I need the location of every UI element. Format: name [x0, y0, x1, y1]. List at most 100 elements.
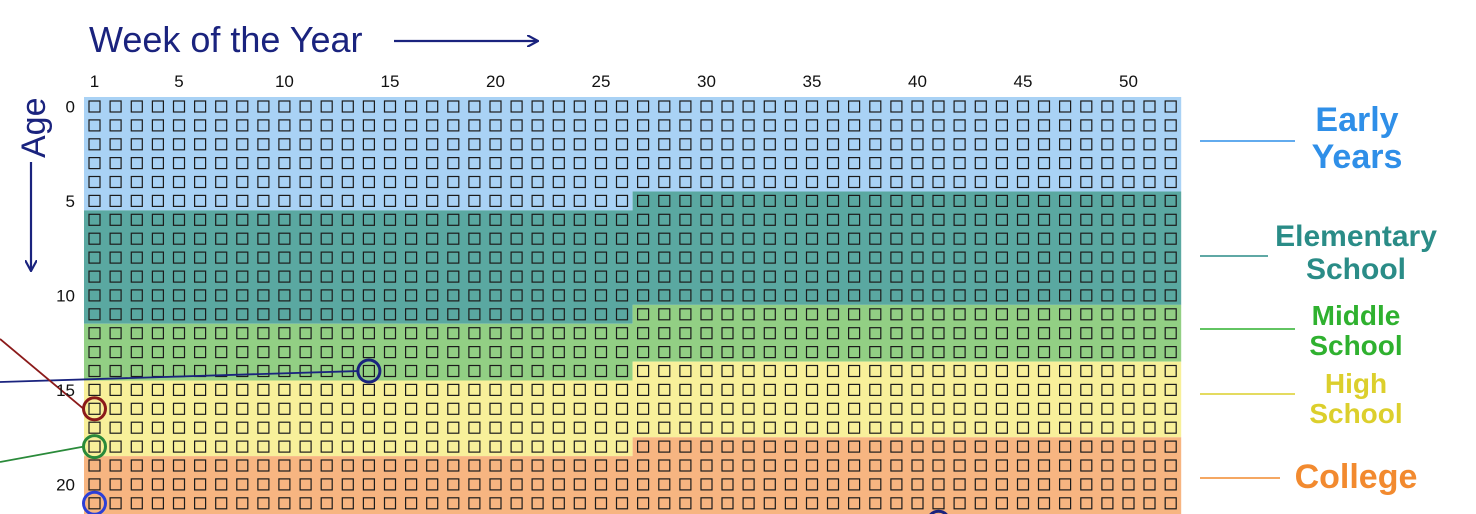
- stage-label-middle-line1: Middle: [1312, 300, 1401, 331]
- week-cell: [594, 327, 608, 340]
- week-cell: [109, 383, 122, 396]
- week-cell: [236, 251, 249, 264]
- week-cell: [953, 194, 966, 207]
- week-cell: [320, 478, 333, 491]
- week-cell: [974, 402, 987, 415]
- week-cell: [341, 232, 354, 245]
- week-cell: [130, 346, 143, 359]
- week-cell: [1016, 440, 1030, 453]
- week-cell: [257, 270, 270, 283]
- week-cell: [257, 251, 270, 264]
- week-cell: [953, 100, 966, 113]
- week-cell: [742, 421, 755, 434]
- week-cell: [1164, 364, 1177, 378]
- week-cell: [953, 346, 966, 359]
- week-cell: [826, 346, 840, 359]
- week-cell: [932, 459, 945, 472]
- week-cell: [721, 157, 734, 170]
- week-cell: [869, 289, 882, 302]
- week-cell: [151, 119, 164, 132]
- week-cell: [826, 402, 840, 415]
- week-cell: [679, 138, 692, 151]
- week-cell: [531, 421, 544, 434]
- week-cell: [257, 308, 270, 321]
- week-cell: [658, 100, 671, 113]
- week-cell: [869, 100, 882, 113]
- week-cell: [447, 346, 460, 359]
- week-cell: [552, 251, 565, 264]
- week-cell: [1037, 478, 1051, 491]
- week-cell: [1037, 213, 1051, 226]
- week-cell: [341, 308, 354, 321]
- week-cell: [700, 459, 713, 472]
- week-cell: [784, 402, 798, 415]
- week-cell: [362, 478, 375, 491]
- week-cell: [1058, 364, 1072, 378]
- week-cell: [405, 364, 418, 378]
- week-cell: [1143, 175, 1156, 189]
- week-cell: [742, 232, 755, 245]
- week-cell: [130, 213, 143, 226]
- week-cell: [636, 213, 650, 226]
- week-cell: [869, 364, 882, 378]
- week-grid: [88, 100, 1177, 510]
- week-cell: [594, 421, 608, 434]
- week-cell: [573, 138, 586, 151]
- week-cell: [615, 289, 629, 302]
- week-cell: [489, 383, 502, 396]
- week-cell: [447, 327, 460, 340]
- week-cell: [974, 383, 987, 396]
- week-cell: [679, 232, 692, 245]
- week-cell: [995, 421, 1009, 434]
- week-cell: [1058, 308, 1072, 321]
- week-cell: [278, 327, 291, 340]
- week-cell: [215, 383, 228, 396]
- week-cell: [426, 119, 439, 132]
- week-cell: [1143, 402, 1156, 415]
- week-cell: [510, 213, 523, 226]
- week-cell: [531, 478, 544, 491]
- week-cell: [636, 232, 650, 245]
- week-cell: [805, 194, 819, 207]
- week-cell: [236, 383, 249, 396]
- week-cell: [447, 402, 460, 415]
- week-cell: [636, 251, 650, 264]
- week-cell: [236, 346, 249, 359]
- week-cell: [130, 251, 143, 264]
- week-cell: [88, 194, 101, 207]
- week-cell: [1143, 194, 1156, 207]
- week-cell: [721, 100, 734, 113]
- week-cell: [552, 440, 565, 453]
- week-cell: [468, 402, 481, 415]
- week-cell: [594, 270, 608, 283]
- week-cell: [109, 194, 122, 207]
- week-cell: [320, 421, 333, 434]
- week-cell: [784, 100, 798, 113]
- age-axis-ticks: 0 5 10 15 20: [56, 98, 75, 495]
- week-cell: [215, 289, 228, 302]
- week-cell: [784, 459, 798, 472]
- week-cell: [299, 270, 312, 283]
- week-cell: [1037, 289, 1051, 302]
- week-cell: [658, 478, 671, 491]
- week-cell: [1122, 421, 1135, 434]
- week-cell: [679, 289, 692, 302]
- week-cell: [257, 119, 270, 132]
- week-cell: [278, 497, 291, 510]
- week-cell: [763, 402, 776, 415]
- week-cell: [236, 308, 249, 321]
- week-cell: [636, 364, 650, 378]
- week-cell: [784, 213, 798, 226]
- week-cell: [932, 175, 945, 189]
- band-elementary: [84, 191, 1182, 324]
- week-cell: [172, 327, 186, 340]
- week-cell: [636, 194, 650, 207]
- week-cell: [257, 440, 270, 453]
- week-cell: [552, 175, 565, 189]
- week-cell: [995, 251, 1009, 264]
- week-cell: [257, 138, 270, 151]
- week-cell: [88, 251, 101, 264]
- week-cell: [974, 138, 987, 151]
- week-cell: [447, 213, 460, 226]
- week-cell: [426, 308, 439, 321]
